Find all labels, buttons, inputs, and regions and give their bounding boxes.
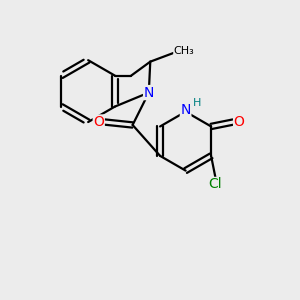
Text: O: O — [93, 115, 104, 129]
Text: H: H — [193, 98, 201, 109]
Text: Cl: Cl — [209, 178, 222, 191]
Text: N: N — [144, 85, 154, 100]
Text: CH₃: CH₃ — [174, 46, 194, 56]
Text: O: O — [234, 115, 244, 129]
Text: N: N — [180, 103, 191, 117]
